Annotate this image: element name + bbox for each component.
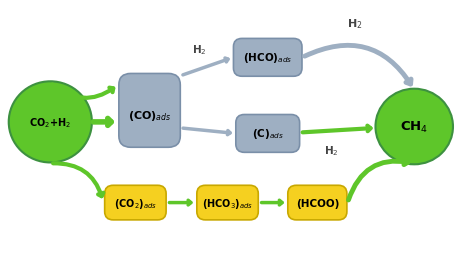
Text: (CO$_2$)$_{ads}$: (CO$_2$)$_{ads}$	[114, 196, 157, 210]
Text: H$_2$: H$_2$	[192, 43, 207, 57]
Text: (C)$_{ads}$: (C)$_{ads}$	[252, 127, 283, 141]
Text: CH$_4$: CH$_4$	[400, 119, 428, 135]
FancyBboxPatch shape	[288, 186, 347, 220]
FancyBboxPatch shape	[119, 74, 180, 148]
Circle shape	[375, 89, 453, 165]
Text: CO$_2$+H$_2$: CO$_2$+H$_2$	[29, 116, 72, 129]
Text: H$_2$: H$_2$	[347, 17, 363, 30]
Circle shape	[9, 82, 92, 163]
Text: (HCOO): (HCOO)	[296, 198, 339, 208]
FancyBboxPatch shape	[197, 186, 258, 220]
Text: (CO)$_{ads}$: (CO)$_{ads}$	[128, 108, 171, 122]
FancyBboxPatch shape	[236, 115, 300, 153]
FancyBboxPatch shape	[234, 39, 302, 77]
FancyBboxPatch shape	[105, 186, 166, 220]
Text: H$_2$: H$_2$	[324, 144, 339, 158]
Text: (HCO$_3$)$_{ads}$: (HCO$_3$)$_{ads}$	[202, 196, 253, 210]
Text: (HCO)$_{ads}$: (HCO)$_{ads}$	[243, 51, 292, 65]
